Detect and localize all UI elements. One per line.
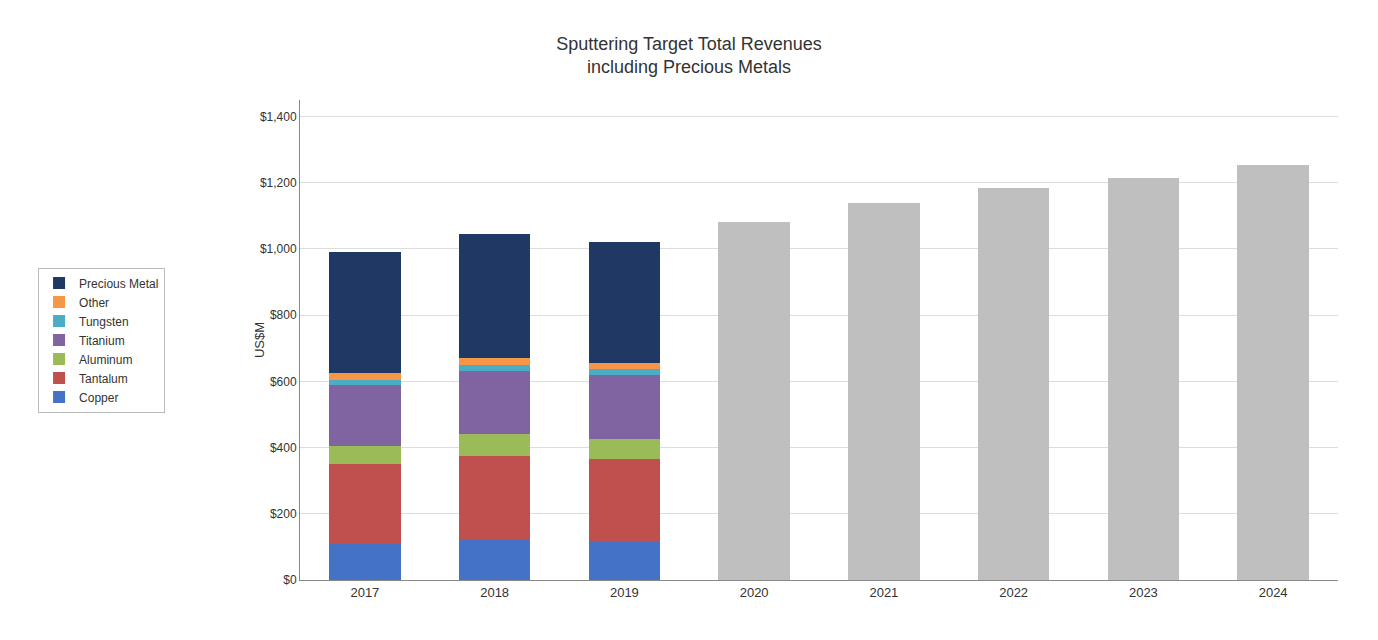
svg-text:Other: Other bbox=[79, 296, 109, 310]
svg-text:2021: 2021 bbox=[869, 585, 898, 600]
svg-text:$1,400: $1,400 bbox=[260, 110, 297, 124]
svg-text:Tantalum: Tantalum bbox=[79, 372, 128, 386]
svg-text:Aluminum: Aluminum bbox=[79, 353, 132, 367]
svg-text:2024: 2024 bbox=[1259, 585, 1288, 600]
svg-text:2022: 2022 bbox=[999, 585, 1028, 600]
svg-text:$800: $800 bbox=[270, 308, 297, 322]
svg-text:Sputtering Target Total Revenu: Sputtering Target Total Revenuesincludin… bbox=[556, 34, 822, 77]
svg-text:2023: 2023 bbox=[1129, 585, 1158, 600]
svg-text:2018: 2018 bbox=[480, 585, 509, 600]
svg-text:2019: 2019 bbox=[610, 585, 639, 600]
svg-text:Copper: Copper bbox=[79, 391, 118, 405]
svg-text:US$M: US$M bbox=[252, 322, 267, 358]
svg-text:$1,200: $1,200 bbox=[260, 176, 297, 190]
svg-text:$400: $400 bbox=[270, 441, 297, 455]
svg-text:$600: $600 bbox=[270, 375, 297, 389]
svg-text:2020: 2020 bbox=[740, 585, 769, 600]
svg-text:2017: 2017 bbox=[350, 585, 379, 600]
svg-text:Titanium: Titanium bbox=[79, 334, 125, 348]
svg-text:$1,000: $1,000 bbox=[260, 242, 297, 256]
svg-text:$0: $0 bbox=[283, 573, 297, 587]
svg-text:Precious Metal: Precious Metal bbox=[79, 277, 158, 291]
svg-text:Tungsten: Tungsten bbox=[79, 315, 129, 329]
svg-text:$200: $200 bbox=[270, 507, 297, 521]
